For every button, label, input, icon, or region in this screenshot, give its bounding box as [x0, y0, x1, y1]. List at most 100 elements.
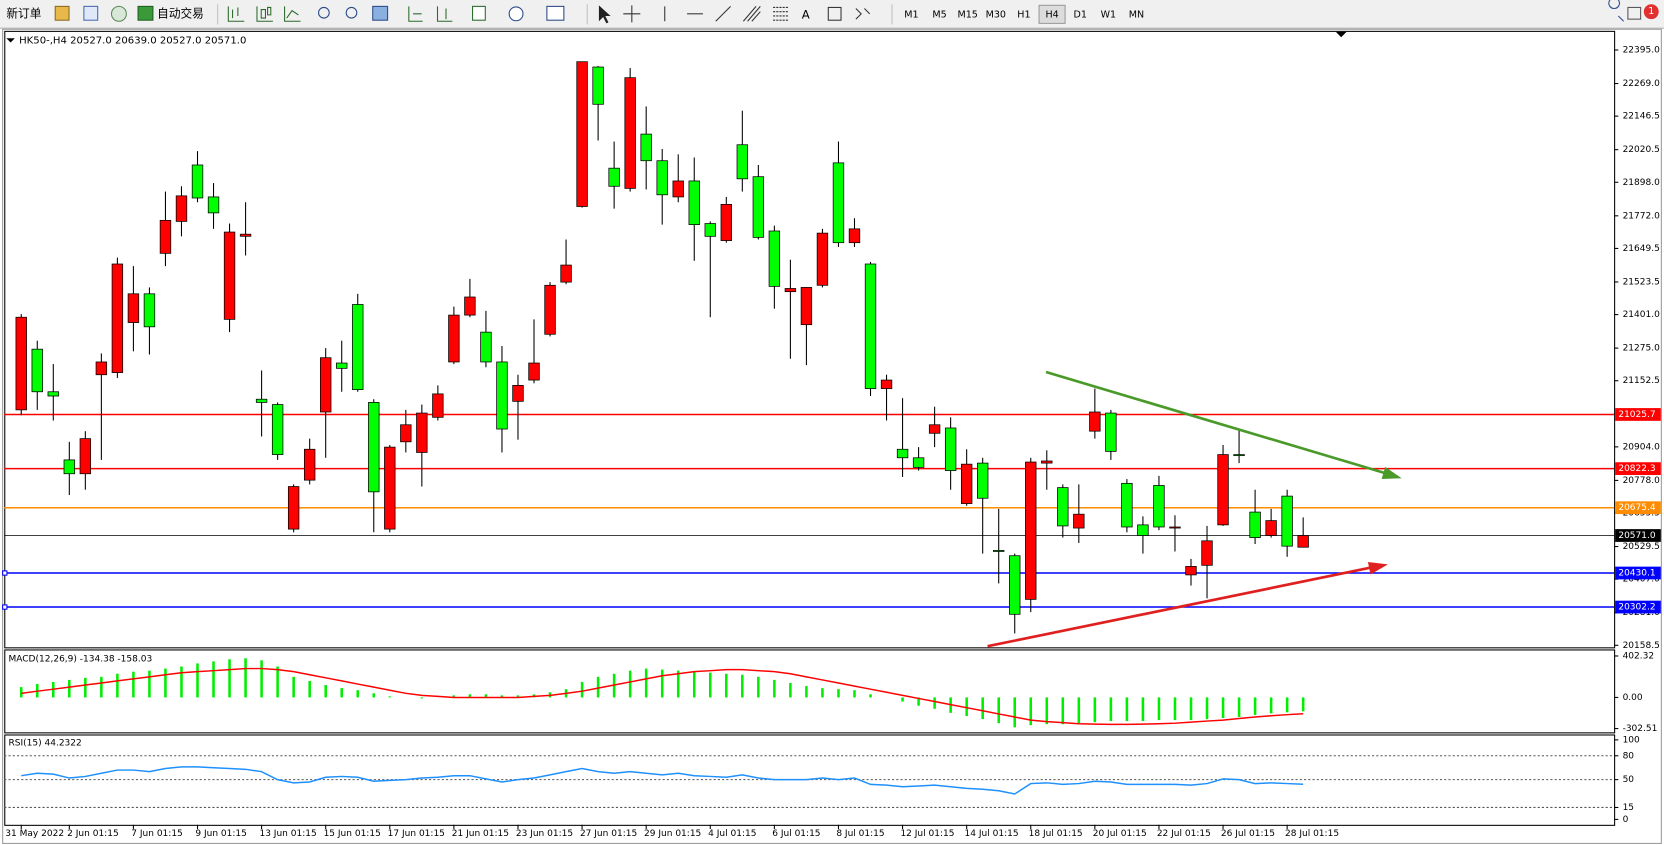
trendline-down [1045, 370, 1386, 475]
bar-chart-icon[interactable] [227, 6, 245, 22]
price-level-box [1615, 501, 1661, 515]
candle-body [592, 66, 604, 105]
text-tool[interactable]: A [802, 7, 810, 21]
cursor-icon[interactable] [598, 5, 611, 24]
timeframe-button[interactable]: M30 [986, 9, 1006, 20]
candle-body [1217, 454, 1229, 526]
x-tick-label: 4 Jul 01:15 [708, 829, 756, 839]
indicator-title: RSI(15) 44.2322 [8, 738, 81, 748]
timeframe-button[interactable]: M15 [957, 9, 977, 20]
icon[interactable] [83, 5, 99, 21]
x-tick-label: 26 Jul 01:15 [1221, 829, 1275, 839]
macd-bar [244, 658, 247, 698]
candle-body [672, 180, 684, 198]
timeframe-button[interactable]: D1 [1074, 9, 1087, 20]
macd-bar [1013, 697, 1017, 728]
macd-bar [148, 670, 151, 698]
macd-bar [1221, 697, 1225, 719]
candle-body [239, 233, 252, 237]
icon[interactable] [110, 5, 127, 22]
candle-body [271, 404, 284, 455]
fibo-icon[interactable] [773, 6, 788, 21]
search-icon[interactable] [1608, 0, 1625, 22]
candle-body [768, 230, 781, 287]
candle-body [1057, 487, 1069, 527]
templates-icon[interactable] [546, 5, 565, 21]
candle-body [896, 448, 909, 459]
macd-bar [196, 663, 199, 698]
macd-bar [500, 695, 504, 698]
candle-body [800, 287, 813, 326]
candle-body [640, 133, 652, 162]
candle-body [207, 196, 220, 214]
main-panel [4, 30, 1616, 649]
candle-body [1201, 540, 1213, 566]
macd-bar [324, 685, 327, 698]
level-handle [2, 570, 8, 576]
crosshair-icon[interactable] [623, 5, 641, 23]
macd-bar [340, 688, 343, 698]
candle-body [496, 361, 508, 430]
zoom-out-icon[interactable] [345, 6, 358, 19]
arrows-icon[interactable] [855, 8, 871, 20]
timeframe-button[interactable]: M5 [932, 9, 946, 20]
y-tick-label: 80 [1623, 751, 1635, 761]
candle-body [608, 167, 620, 187]
macd-bar [388, 696, 392, 698]
macd-bar [997, 697, 1000, 724]
icon[interactable] [54, 5, 70, 21]
candle-body [95, 361, 108, 376]
y-tick-label: 22146.5 [1623, 112, 1660, 122]
candle-chart-icon[interactable] [256, 6, 273, 22]
channel-icon[interactable] [742, 6, 761, 22]
candle-body [704, 223, 716, 237]
zoom-in-icon[interactable] [318, 6, 330, 19]
candle-body [159, 219, 172, 254]
x-tick-label: 2 Jun 01:15 [67, 829, 119, 839]
macd-bar [452, 695, 456, 698]
collapse-icon [6, 38, 15, 43]
timeframe-button[interactable]: H4 [1045, 9, 1058, 20]
x-tick-label: 29 Jun 01:15 [644, 829, 701, 839]
timeframe-button[interactable]: M1 [904, 9, 918, 20]
toolbar [0, 0, 1664, 29]
macd-bar [180, 666, 183, 698]
messages-icon[interactable] [1627, 6, 1642, 20]
x-tick-label: 17 Jun 01:15 [388, 829, 445, 839]
notification-badge[interactable] [1643, 4, 1659, 20]
indicators-icon[interactable] [472, 5, 486, 21]
arrowhead [1367, 561, 1388, 575]
auto-trading-icon[interactable] [137, 5, 154, 21]
timeframe-button[interactable]: MN [1129, 9, 1144, 20]
macd-bar [660, 669, 664, 698]
plot: 22395.0 22269.0 22146.5 22020.5 21898.0 21772… [2, 45, 1661, 839]
candle-body [512, 385, 524, 402]
trendline-icon[interactable] [715, 6, 731, 22]
notification-count: 1 [1648, 6, 1654, 17]
shift-icon[interactable] [436, 6, 453, 22]
periods-icon[interactable] [508, 6, 524, 22]
tile-icon[interactable] [372, 5, 389, 21]
line-chart-icon[interactable] [284, 6, 301, 22]
macd-bar [596, 676, 600, 698]
arrowhead [1381, 466, 1402, 479]
x-tick-label: 23 Jun 01:15 [516, 829, 573, 839]
candle-body [320, 357, 332, 413]
level-handle [2, 604, 8, 610]
timeframe-button[interactable]: W1 [1101, 9, 1117, 20]
y-tick-label: 15 [1623, 803, 1634, 813]
autoscroll-icon[interactable] [408, 6, 423, 22]
candle-body [560, 264, 572, 283]
timeframe-button[interactable]: H1 [1017, 9, 1030, 20]
macd-bar [260, 660, 263, 698]
new-order-button[interactable]: 新订单 [6, 6, 41, 20]
auto-trading-button[interactable]: 自动交易 [157, 6, 204, 20]
macd-bar [1269, 697, 1273, 714]
signal-line [21, 667, 1304, 726]
macd-bar [1061, 697, 1065, 725]
label-tool[interactable] [827, 6, 842, 21]
macd-bar [1157, 697, 1161, 721]
macd-bar [676, 670, 680, 698]
